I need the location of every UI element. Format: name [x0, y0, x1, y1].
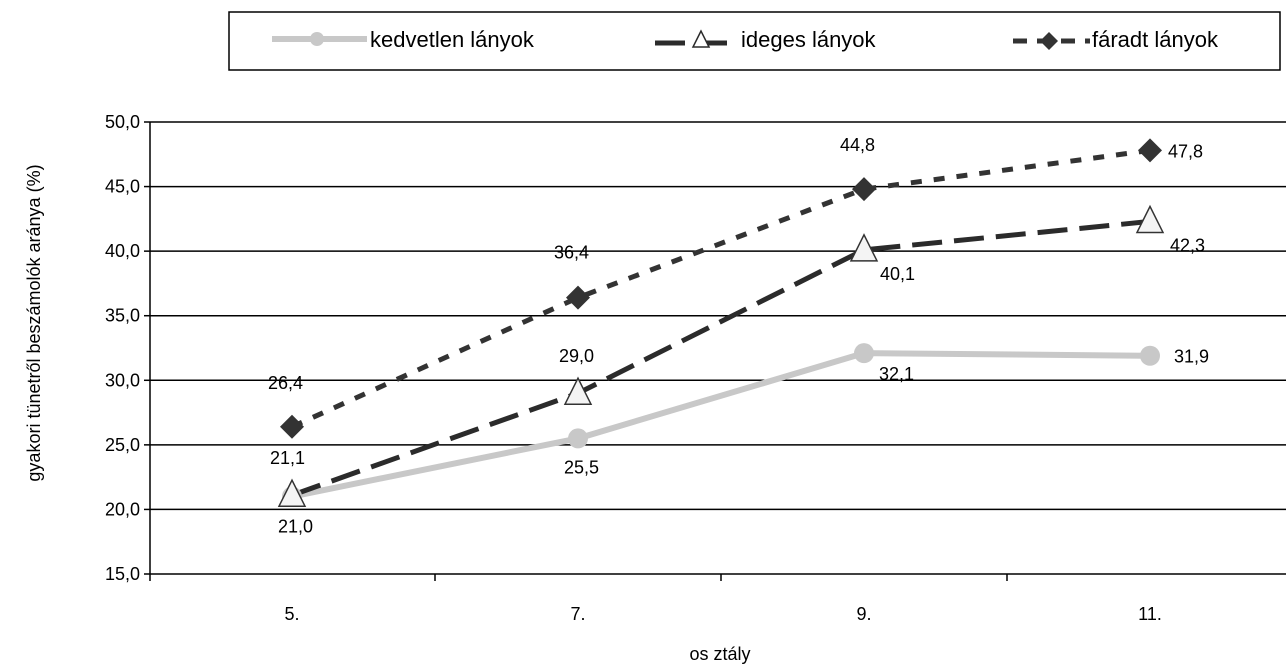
legend-marker-faradt [1040, 32, 1058, 50]
y-tick-label: 40,0 [105, 241, 140, 261]
legend-label-kedvetlen: kedvetlen lányok [370, 27, 535, 52]
legend-entry-ideges: ideges lányok [655, 27, 877, 52]
legend-entry-faradt: fáradt lányok [1013, 27, 1219, 52]
legend: kedvetlen lányok ideges lányok fáradt lá… [228, 11, 1281, 71]
marker-point [568, 428, 588, 449]
y-tick-label: 20,0 [105, 499, 140, 519]
y-axis-title: gyakori tünetről beszámolók aránya (%) [24, 164, 44, 481]
y-tick-label: 50,0 [105, 112, 140, 132]
x-tick-label: 7. [570, 604, 585, 624]
data-label: 21,1 [270, 448, 305, 468]
marker-point [566, 285, 590, 310]
series-line [291, 218, 1151, 498]
series-line [290, 147, 1151, 430]
legend-label-faradt: fáradt lányok [1092, 27, 1219, 52]
marker-point [1138, 138, 1162, 163]
series-layer [277, 138, 1165, 507]
data-label: 47,8 [1168, 141, 1203, 161]
marker-point [852, 177, 876, 202]
data-label: 44,8 [840, 135, 875, 155]
marker-point [1140, 345, 1160, 366]
data-label: 31,9 [1174, 347, 1209, 367]
data-labels: 21,0 25,5 32,1 31,9 21,1 29,0 40,1 42,3 26,4 36,4… [268, 135, 1209, 536]
x-tick-label: 9. [856, 604, 871, 624]
data-label: 40,1 [880, 264, 915, 284]
legend-label-ideges: ideges lányok [741, 27, 877, 52]
y-tick-label: 30,0 [105, 370, 140, 390]
data-label: 42,3 [1170, 235, 1205, 255]
axes: 15,0 20,0 25,0 30,0 35,0 40,0 45,0 50,0 5. 7. 9. 11… [105, 112, 1286, 624]
x-axis-title: os ztály [689, 644, 750, 664]
marker-point [1135, 204, 1165, 234]
grid [150, 121, 1286, 511]
legend-box [228, 11, 1281, 71]
marker-point [277, 478, 307, 507]
data-label: 21,0 [278, 517, 313, 537]
marker-point [280, 414, 304, 439]
marker-point [849, 233, 879, 262]
marker-point [563, 376, 593, 405]
data-label: 26,4 [268, 373, 303, 393]
y-tick-label: 35,0 [105, 306, 140, 326]
series-line [291, 350, 1151, 500]
y-tick-label: 15,0 [105, 564, 140, 584]
data-label: 32,1 [879, 364, 914, 384]
x-tick-label: 11. [1138, 604, 1162, 624]
data-label: 25,5 [564, 457, 599, 477]
y-tick-label: 25,0 [105, 435, 140, 455]
y-tick-label: 45,0 [105, 177, 140, 197]
legend-marker-kedvetlen [310, 32, 324, 46]
data-label: 29,0 [559, 346, 594, 366]
legend-marker-ideges [691, 29, 711, 48]
legend-entry-kedvetlen: kedvetlen lányok [272, 27, 535, 52]
x-tick-label: 5. [284, 604, 299, 624]
data-label: 36,4 [554, 243, 589, 263]
marker-point [854, 343, 874, 364]
